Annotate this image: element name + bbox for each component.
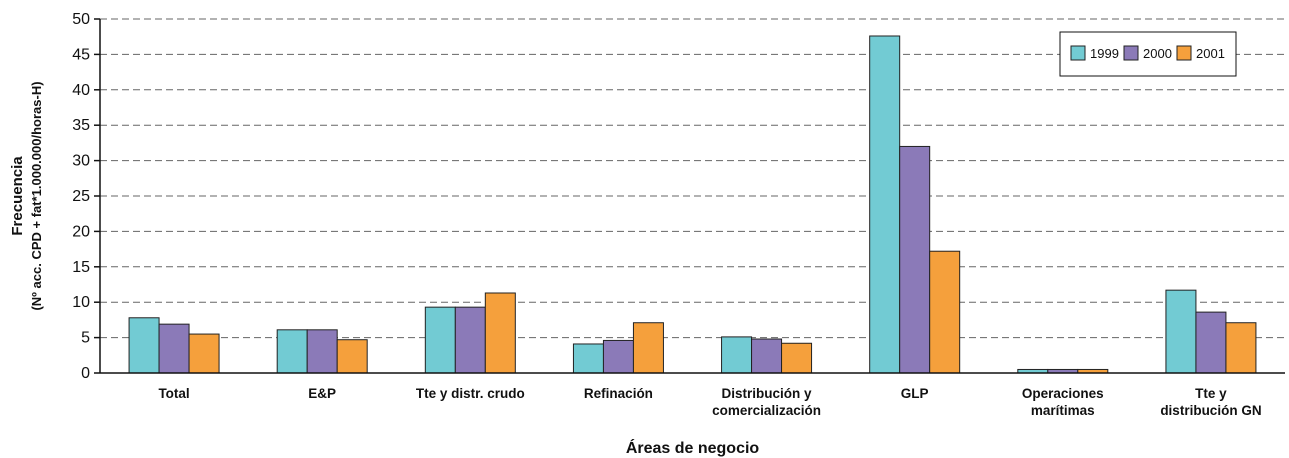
x-category-label: Refinación <box>584 386 653 401</box>
legend-swatch-2000 <box>1123 45 1139 61</box>
bar-2000 <box>158 323 190 374</box>
bar-2001 <box>188 333 220 374</box>
bar-1999 <box>128 317 160 374</box>
bar-1999 <box>424 306 456 374</box>
x-category-label: Tte y distr. crudo <box>416 386 525 401</box>
bar-1999 <box>721 336 753 374</box>
bar-1999 <box>1165 289 1197 374</box>
bar-1999 <box>869 35 901 374</box>
bar-2001 <box>929 250 961 374</box>
bar-2001 <box>1225 322 1257 374</box>
bar-2001 <box>484 292 516 374</box>
bars <box>128 35 1257 374</box>
y-tick-label: 20 <box>72 223 90 240</box>
y-tick-label: 15 <box>72 259 90 276</box>
legend-label-2000: 2000 <box>1143 46 1172 61</box>
x-category-label: Tte y distribución GN <box>1160 386 1261 418</box>
legend-box <box>1059 31 1237 77</box>
x-category-label: E&P <box>308 386 336 401</box>
y-axis-subtitle: (Nº acc. CPD + fat*1.000.000/horas-H) <box>29 81 44 310</box>
bar-2001 <box>781 342 813 374</box>
x-category-label: GLP <box>901 386 929 401</box>
bar-2000 <box>1195 311 1227 374</box>
y-tick-label: 45 <box>72 46 90 63</box>
bar-2000 <box>306 329 338 374</box>
x-axis-title: Áreas de negocio <box>626 438 760 457</box>
legend-swatch-1999 <box>1070 45 1086 61</box>
legend: 1999 2000 2001 <box>1059 31 1237 77</box>
bar-2000 <box>899 145 931 374</box>
y-tick-label: 25 <box>72 188 90 205</box>
legend-label-2001: 2001 <box>1196 46 1225 61</box>
bar-2000 <box>751 338 783 374</box>
bar-1999 <box>276 329 308 374</box>
axes <box>99 19 1285 374</box>
y-tick-label: 35 <box>72 117 90 134</box>
bar-2001 <box>336 339 368 374</box>
y-axis-title: Frecuencia <box>9 156 26 236</box>
legend-swatch-2001 <box>1176 45 1192 61</box>
y-tick-label: 40 <box>72 82 90 99</box>
y-tick-label: 50 <box>72 11 90 28</box>
y-tick-label: 5 <box>81 330 90 347</box>
bar-1999 <box>572 343 604 374</box>
x-category-label: Distribución y comercialización <box>712 386 821 418</box>
x-category-label: Operaciones marítimas <box>1022 386 1104 418</box>
y-axis-ticks: 0 5 10 15 20 25 30 35 40 45 50 <box>72 11 100 382</box>
x-axis-category-labels: Total E&P Tte y distr. crudo Refinación Dist… <box>158 386 1261 418</box>
bar-2000 <box>602 339 634 374</box>
bar-2000 <box>454 306 486 374</box>
y-tick-label: 0 <box>81 365 90 382</box>
bar-2001 <box>632 322 664 374</box>
legend-label-1999: 1999 <box>1090 46 1119 61</box>
y-tick-label: 10 <box>72 294 90 311</box>
x-category-label: Total <box>158 386 189 401</box>
y-tick-label: 30 <box>72 153 90 170</box>
